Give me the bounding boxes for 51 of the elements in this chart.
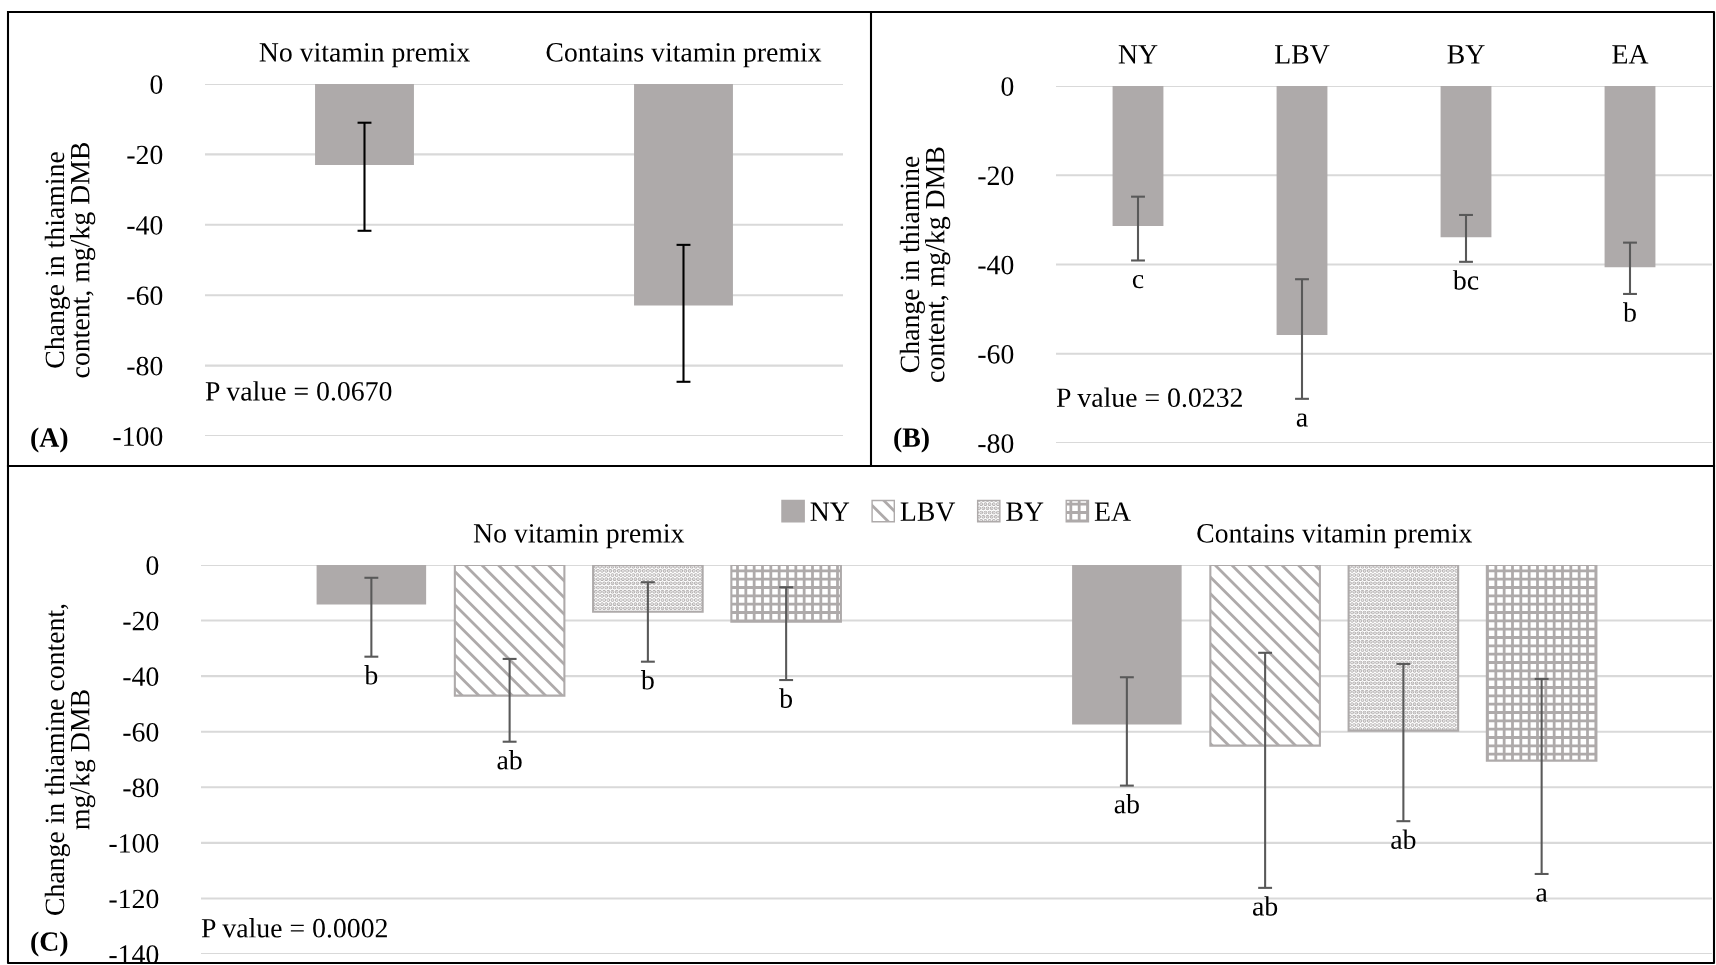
y-tick-label: -80 — [127, 356, 163, 376]
x-tick-label: NY — [1118, 45, 1158, 64]
y-tick-label: -20 — [127, 145, 163, 165]
y-tick-label: -40 — [123, 667, 159, 687]
annotation: ab — [1114, 793, 1139, 814]
y-axis-title: Change in thiamine content, mg/kg DMB — [44, 604, 96, 915]
x-tick-label: EA — [1612, 45, 1649, 64]
annotation: ab — [1252, 896, 1278, 916]
legend-label: BY — [1006, 502, 1044, 521]
annotation: b — [779, 688, 793, 708]
y-tick-label: 0 — [1001, 77, 1014, 96]
annotation: b — [640, 670, 654, 690]
x-tick-label: Contains vitamin premix — [546, 43, 822, 68]
data-label: c — [1132, 275, 1144, 289]
x-tick-label: LBV — [1275, 45, 1330, 64]
text: (A) — [31, 427, 68, 453]
data-label: b — [1623, 302, 1636, 322]
y-axis-title: Change in thiamine content, mg/kg DMB — [899, 147, 951, 382]
x-tick-label: No vitamin premix — [259, 43, 470, 68]
legend-label: NY — [810, 502, 850, 521]
annotation: P value = 0.0232 — [1056, 387, 1242, 408]
text: (C) — [31, 931, 68, 957]
x-tick-label: Contains vitamin premix — [1197, 524, 1473, 549]
y-tick-label: -60 — [123, 722, 159, 742]
y-tick-label: 0 — [150, 75, 163, 94]
annotation: ab — [497, 750, 522, 770]
x-tick-label: No vitamin premix — [473, 524, 685, 549]
legend-label: LBV — [900, 502, 956, 522]
annotation: P value = 0.0002 — [201, 918, 387, 938]
annotation: a — [1536, 888, 1548, 902]
y-tick-label: -120 — [109, 889, 159, 909]
y-tick-label: -60 — [127, 286, 163, 306]
y-tick-label: -40 — [978, 255, 1014, 275]
legend-label: EA — [1094, 502, 1131, 521]
annotation: b — [364, 665, 378, 685]
y-tick-label: -100 — [109, 834, 159, 853]
y-tick-label: -100 — [113, 427, 163, 446]
data-label: a — [1296, 413, 1308, 427]
annotation: P value = 0.0670 — [205, 381, 392, 401]
y-tick-label: 0 — [146, 556, 159, 575]
x-tick-label: BY — [1447, 45, 1485, 64]
annotation: ab — [1391, 829, 1416, 850]
y-tick-label: -40 — [127, 215, 163, 235]
y-tick-label: -80 — [123, 778, 159, 798]
data-label: bc — [1452, 270, 1479, 290]
text: (B) — [894, 427, 929, 453]
y-tick-label: -80 — [978, 434, 1014, 453]
y-tick-label: -60 — [978, 344, 1014, 364]
y-tick-label: -20 — [123, 611, 159, 631]
y-tick-label: -20 — [978, 166, 1014, 186]
y-axis-title: Change in thiamine content, mg/kg DMB — [44, 142, 96, 378]
